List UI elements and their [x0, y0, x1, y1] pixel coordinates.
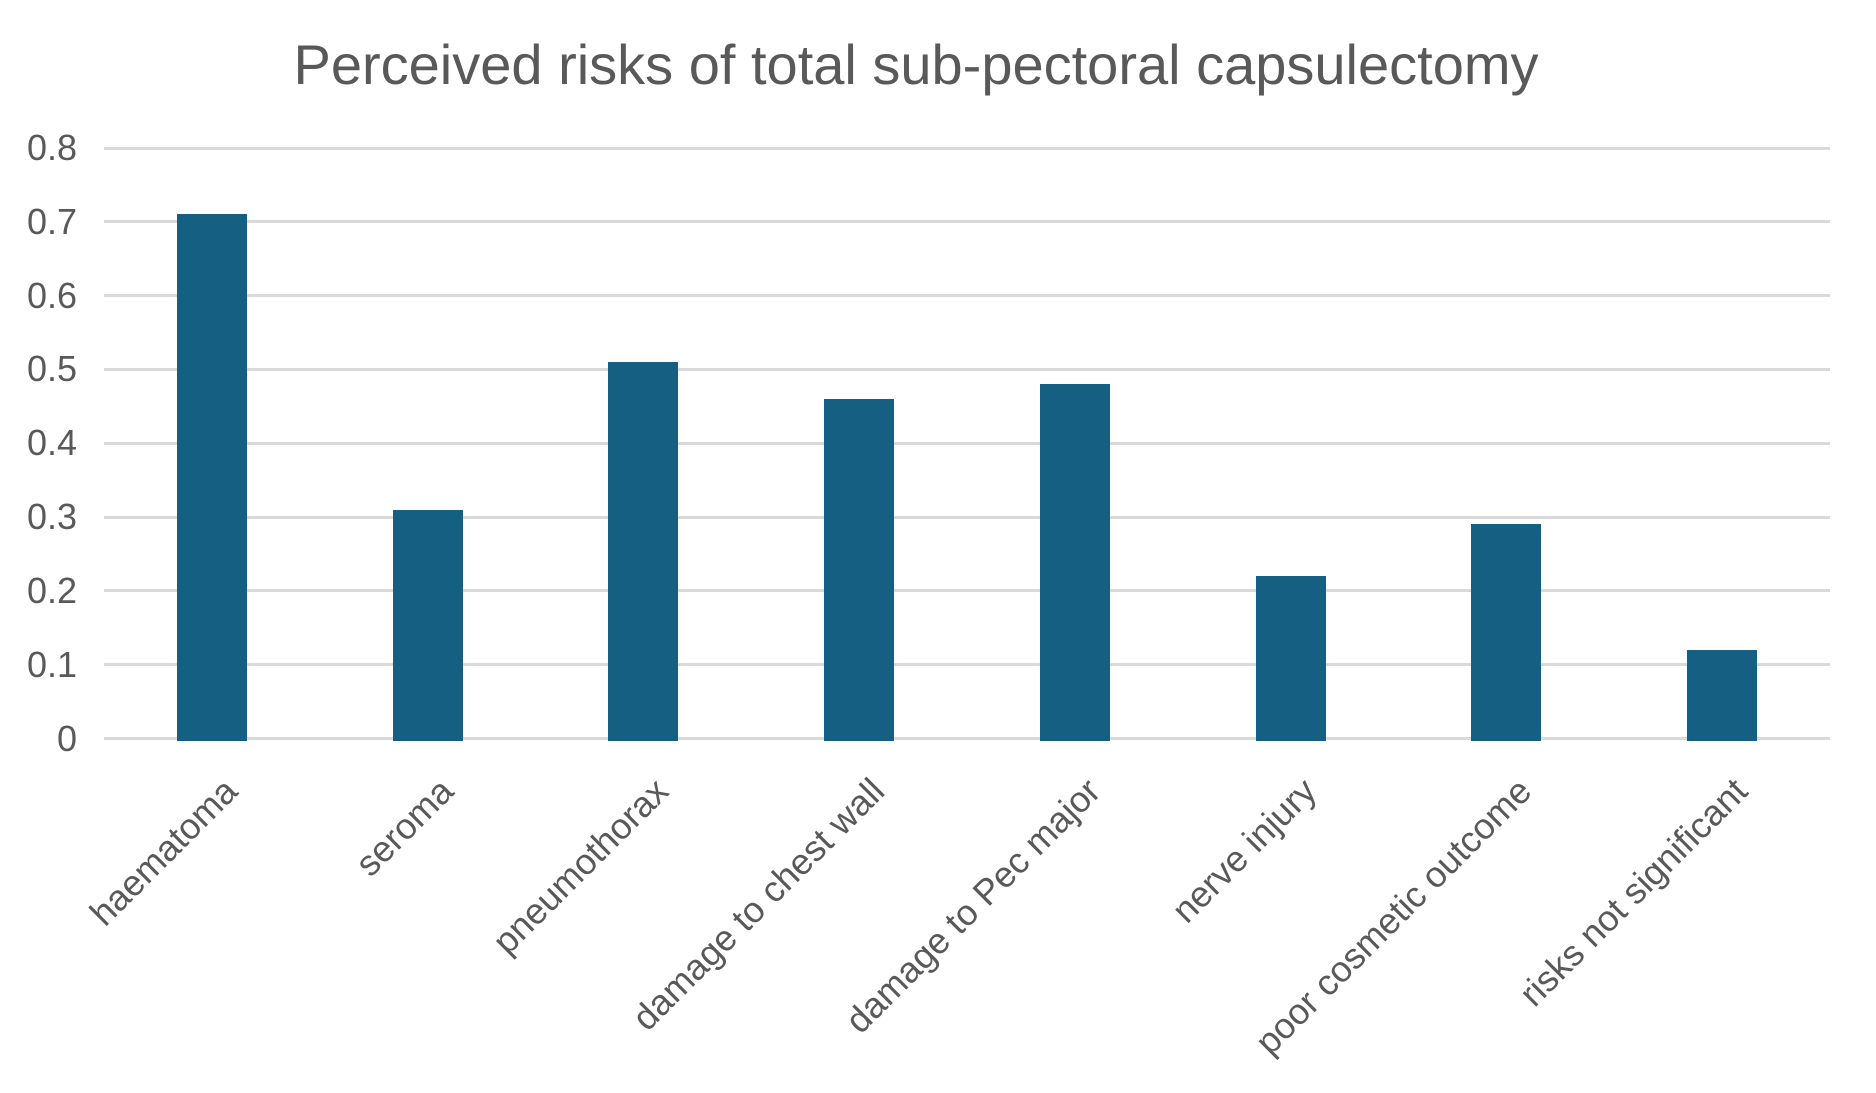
y-axis-tick-label-0-8: 0.8: [26, 127, 77, 168]
x-axis-label-pneumothorax: pneumothorax: [484, 770, 677, 962]
y-axis-tick-label-0-6: 0.6: [26, 274, 77, 316]
y-axis-tick-label-0-7: 0.7: [26, 200, 77, 242]
bar-poor-cosmetic-outcome: [1471, 524, 1542, 742]
bar-nerve-injury: [1255, 576, 1326, 742]
y-gridline-0-3: [104, 515, 1830, 519]
x-axis-label-risks-not-significant: risks not significant: [1511, 770, 1756, 1015]
y-gridline-0-2: [104, 589, 1830, 593]
x-axis-label-seroma: seroma: [346, 770, 461, 884]
y-gridline-0-4: [104, 441, 1830, 445]
bar-seroma: [392, 509, 463, 742]
bar-risks-not-significant: [1687, 649, 1758, 742]
y-gridline-0-1: [104, 663, 1830, 667]
y-axis-tick-label-0: 0: [56, 717, 77, 759]
y-gridline-0: [104, 737, 1830, 740]
x-axis-label-nerve-injury: nerve injury: [1163, 770, 1324, 931]
y-gridline-0-7: [104, 220, 1830, 224]
y-axis-tick-label-0-3: 0.3: [26, 496, 77, 538]
y-axis-tick-label-0-1: 0.1: [26, 643, 77, 685]
chart-title: Perceived risks of total sub-pectoral ca…: [293, 33, 1539, 96]
x-axis-label-haematoma: haematoma: [81, 770, 245, 934]
bar-haematoma: [176, 214, 247, 742]
bar-damage-to-chest-wall: [824, 398, 895, 742]
y-gridline-0-6: [104, 294, 1830, 298]
y-gridline-0-5: [104, 367, 1830, 371]
bar-pneumothorax: [608, 362, 679, 742]
y-gridline-0-8: [104, 146, 1830, 150]
y-axis-tick-label-0-5: 0.5: [26, 348, 77, 390]
y-axis-tick-label-0-2: 0.2: [26, 569, 77, 611]
bar-damage-to-pec-major: [1039, 384, 1110, 742]
y-axis-tick-label-0-4: 0.4: [26, 422, 77, 464]
